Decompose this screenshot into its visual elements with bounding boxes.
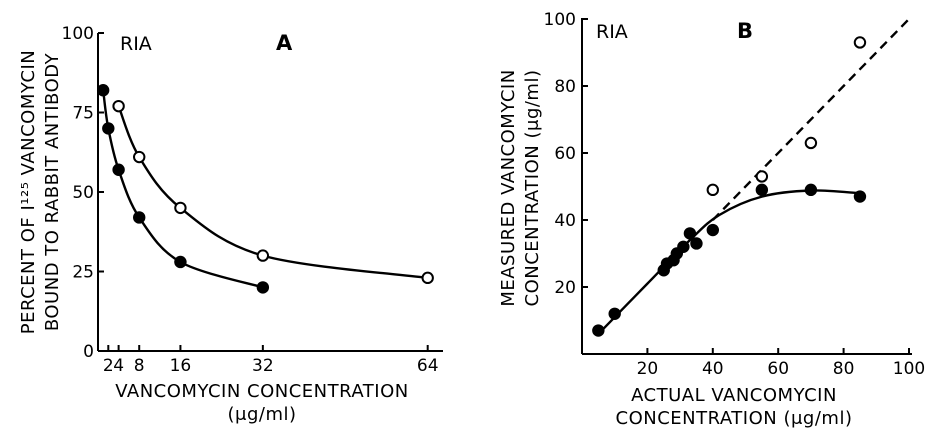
- panel-b-y-ticks: 20 40 60 80 100: [544, 10, 588, 298]
- panel-a-point-filled: [256, 281, 270, 294]
- panel-a-point-filled: [133, 211, 146, 224]
- panel-a-x-tick-label: 8: [134, 356, 145, 376]
- panel-a-assay-label: RIA: [120, 33, 152, 55]
- panel-b-point-open: [755, 170, 769, 183]
- panel-a-y-ticks: 0 25 50 75 100: [62, 24, 104, 362]
- panel-b-identity-dashed-line: [711, 18, 910, 221]
- panel-a-point-open: [112, 99, 125, 113]
- panel-b-y-tick-label: 40: [554, 211, 576, 231]
- panel-b-y-tick-label: 20: [554, 278, 576, 298]
- panel-b-y-tick-label: 60: [554, 144, 576, 164]
- panel-a-axes: [97, 33, 443, 352]
- panel-b-point-filled: [683, 227, 697, 240]
- panel-a-y-tick-label: 25: [72, 263, 94, 283]
- panel-b-point-open: [853, 36, 867, 49]
- panel-a-point-open: [421, 271, 434, 285]
- panel-b-point-filled: [755, 183, 769, 197]
- panel-b-y-label-line2: CONCENTRATION (μg/ml): [522, 70, 543, 307]
- panel-a-point-open: [256, 249, 270, 262]
- panel-b-lines: [597, 18, 910, 335]
- panel-a-point-open: [174, 201, 187, 215]
- panel-b-x-tick-label: 80: [833, 359, 855, 379]
- panel-a-y-label-line1: PERCENT OF I¹²⁵ VANCOMYCIN: [18, 50, 39, 334]
- panel-b-point-filled: [677, 240, 690, 254]
- panel-b-points: [592, 36, 867, 337]
- panel-a-point-filled: [102, 122, 115, 135]
- panel-b-x-label-line1: ACTUAL VANCOMYCIN: [631, 385, 837, 406]
- panel-a-y-tick-label: 100: [62, 24, 94, 44]
- panel-b: 20 40 60 80 100 20 40 60 80 100 RIA B MEASURED V…: [498, 10, 925, 429]
- panel-a-y-label-line2: BOUND TO RABBIT ANTIBODY: [42, 52, 63, 331]
- panel-b-point-open: [706, 183, 719, 197]
- panel-b-point-filled: [608, 307, 621, 320]
- panel-a-curve-open: [117, 105, 428, 280]
- panel-b-point-filled: [804, 183, 818, 197]
- panel-b-point-open: [804, 136, 818, 150]
- panel-a-x-tick-label: 16: [170, 356, 192, 376]
- panel-b-point-filled: [706, 223, 719, 237]
- panel-b-y-tick-label: 100: [544, 10, 576, 30]
- panel-a-y-tick-label: 75: [72, 104, 94, 124]
- panel-a-points: [96, 84, 434, 294]
- panel-a-x-tick-label: 4: [113, 356, 124, 376]
- panel-b-point-filled: [853, 190, 867, 203]
- panel-b-x-tick-label: 40: [702, 359, 724, 379]
- panel-b-point-filled: [690, 237, 703, 250]
- panel-a-x-ticks: 2 4 8 16 32 64: [103, 345, 439, 376]
- panel-a-point-filled: [96, 84, 110, 97]
- panel-b-x-tick-label: 20: [637, 359, 659, 379]
- panel-b-axes: [581, 18, 912, 355]
- panel-a-x-tick-label: 64: [417, 356, 439, 376]
- panel-a-point-filled: [112, 163, 125, 176]
- panel-b-point-filled: [592, 324, 605, 337]
- panel-a-x-tick-label: 2: [103, 356, 114, 376]
- panel-a-y-tick-label: 0: [83, 342, 94, 362]
- panel-b-x-ticks: 20 40 60 80 100: [637, 348, 925, 379]
- panel-a-y-tick-label: 50: [72, 183, 94, 203]
- panel-b-letter: B: [737, 19, 753, 43]
- panel-b-fitted-curve: [597, 189, 861, 335]
- panel-a-x-tick-label: 32: [252, 356, 274, 376]
- panel-a: 0 25 50 75 100 2 4 8 16 32 64 RIA A PERCENT OF I¹…: [18, 24, 443, 425]
- panel-b-x-label-line2: CONCENTRATION (μg/ml): [616, 408, 853, 429]
- panel-b-x-tick-label: 100: [893, 359, 925, 379]
- panel-b-x-tick-label: 60: [767, 359, 789, 379]
- panel-b-y-label-line1: MEASURED VANCOMYCIN: [498, 69, 519, 306]
- panel-a-point-open: [133, 150, 146, 164]
- panel-b-assay-label: RIA: [596, 21, 628, 43]
- panel-a-letter: A: [276, 31, 293, 55]
- panel-a-point-filled: [174, 255, 187, 269]
- panel-a-x-label-line1: VANCOMYCIN CONCENTRATION: [115, 381, 409, 402]
- panel-b-y-tick-label: 80: [554, 77, 576, 97]
- panel-a-x-label-line2: (μg/ml): [227, 404, 296, 425]
